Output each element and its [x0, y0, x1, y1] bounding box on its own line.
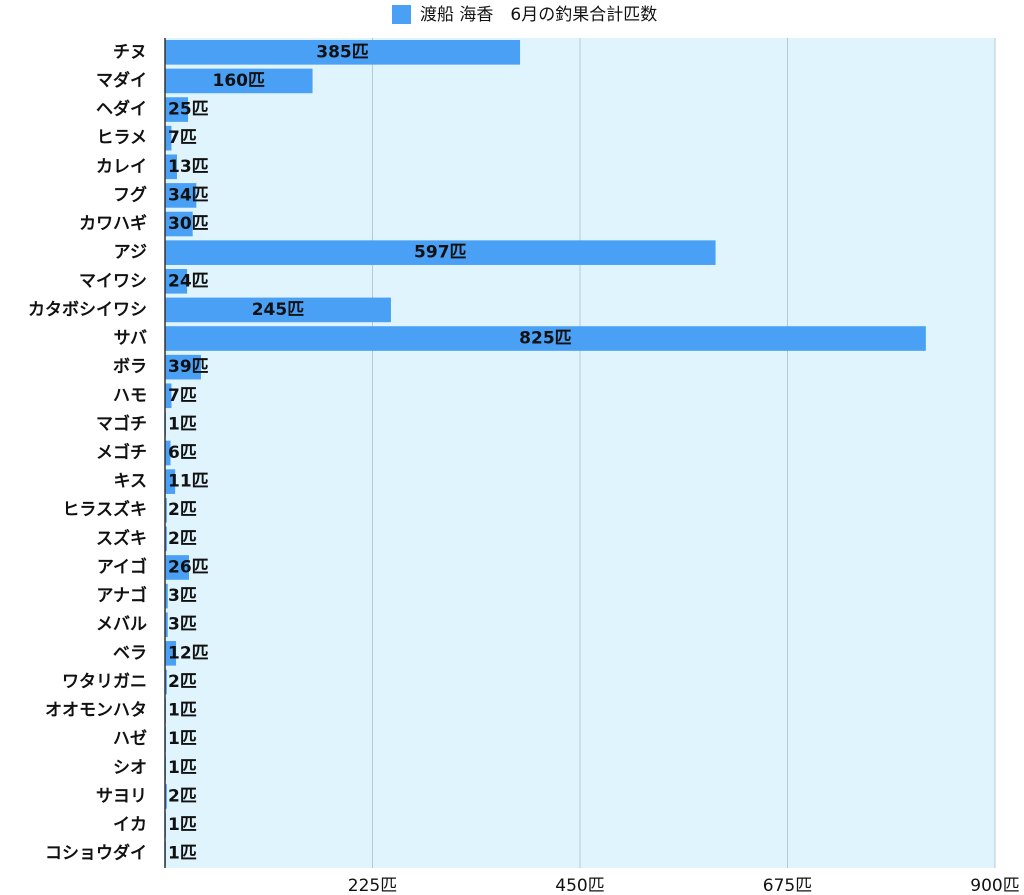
x-tick-label: 225匹 [348, 876, 397, 895]
data-label: 7匹 [168, 128, 197, 148]
y-tick-label: ヒラスズキ [62, 499, 147, 520]
y-tick-label: ハゼ [113, 728, 147, 749]
bar [165, 326, 926, 351]
y-tick-label: マイワシ [79, 271, 147, 291]
data-label: 2匹 [168, 672, 197, 692]
bar [165, 669, 167, 695]
bar [165, 40, 521, 65]
y-tick-label: チヌ [113, 42, 147, 62]
y-tick-label: カレイ [96, 157, 147, 177]
bar [165, 641, 177, 666]
y-tick-label: ヘダイ [96, 99, 147, 120]
data-label: 1匹 [168, 815, 197, 835]
x-tick-label: 675匹 [763, 876, 812, 895]
x-tick-label: 450匹 [555, 876, 604, 895]
y-tick-label: ボラ [113, 357, 147, 377]
y-tick-label: コショウダイ [45, 843, 147, 864]
data-label: 2匹 [168, 529, 197, 549]
bar [165, 68, 313, 94]
bar [165, 154, 177, 180]
bar [165, 268, 188, 294]
bar [165, 240, 716, 265]
data-label: 825匹 [519, 329, 572, 349]
data-label: 11匹 [168, 472, 209, 492]
y-tick-label: ハモ [113, 386, 147, 406]
y-tick-label: スズキ [96, 528, 147, 549]
y-tick-label: サバ [114, 329, 147, 349]
bar [165, 526, 167, 552]
data-label: 30匹 [168, 214, 209, 234]
bar [165, 583, 168, 609]
bar [165, 497, 167, 523]
y-tick-label: イカ [113, 815, 147, 835]
data-label: 7匹 [168, 386, 197, 406]
bar [165, 469, 176, 494]
y-tick-label: メバル [96, 615, 147, 635]
y-tick-label: オオモンハタ [45, 701, 147, 721]
bar [165, 211, 193, 237]
y-tick-label: サヨリ [96, 786, 147, 806]
y-tick-label: カワハギ [79, 214, 147, 234]
bar [165, 97, 189, 122]
bar [165, 784, 167, 809]
y-tick-label: シオ [113, 758, 147, 778]
data-label: 1匹 [168, 701, 197, 721]
bar [165, 183, 197, 208]
bar [165, 440, 171, 466]
data-label: 160匹 [213, 71, 266, 91]
data-label: 1匹 [168, 844, 197, 864]
y-tick-label: メゴチ [96, 442, 147, 463]
y-tick-label: ワタリガニ [62, 672, 147, 692]
y-tick-label: アジ [114, 243, 147, 263]
data-label: 1匹 [168, 729, 197, 749]
data-label: 3匹 [168, 615, 197, 635]
data-label: 12匹 [168, 643, 209, 663]
legend-swatch [392, 5, 411, 24]
y-tick-label: カタボシイワシ [28, 300, 147, 320]
y-tick-label: ベラ [113, 643, 147, 663]
data-label: 3匹 [168, 586, 197, 606]
data-label: 385匹 [316, 42, 369, 62]
bar [165, 125, 172, 151]
data-label: 245匹 [252, 300, 305, 320]
data-label: 2匹 [168, 786, 197, 806]
data-label: 6匹 [168, 443, 197, 463]
bar [165, 612, 168, 638]
data-label: 13匹 [168, 157, 209, 177]
data-label: 597匹 [414, 243, 467, 263]
y-tick-label: アナゴ [96, 585, 147, 606]
y-tick-label: ヒラメ [97, 128, 148, 148]
y-tick-label: フグ [113, 184, 147, 205]
data-label: 24匹 [168, 271, 209, 291]
y-tick-label: キス [114, 472, 148, 492]
data-label: 1匹 [168, 758, 197, 778]
legend-label: 渡船 海香 6月の釣果合計匹数 [420, 5, 657, 25]
y-tick-label: アイゴ [97, 556, 147, 577]
y-tick-label: マダイ [96, 70, 147, 91]
data-label: 39匹 [168, 357, 209, 377]
bar [165, 297, 391, 323]
y-tick-label: マゴチ [96, 413, 147, 434]
bar [165, 555, 189, 580]
bar [165, 354, 201, 380]
x-tick-label: 900匹 [970, 876, 1019, 895]
data-label: 26匹 [168, 557, 209, 577]
data-label: 2匹 [168, 500, 197, 520]
bar [165, 383, 172, 409]
data-label: 34匹 [168, 185, 209, 205]
data-label: 25匹 [168, 100, 209, 120]
data-label: 1匹 [168, 414, 197, 434]
